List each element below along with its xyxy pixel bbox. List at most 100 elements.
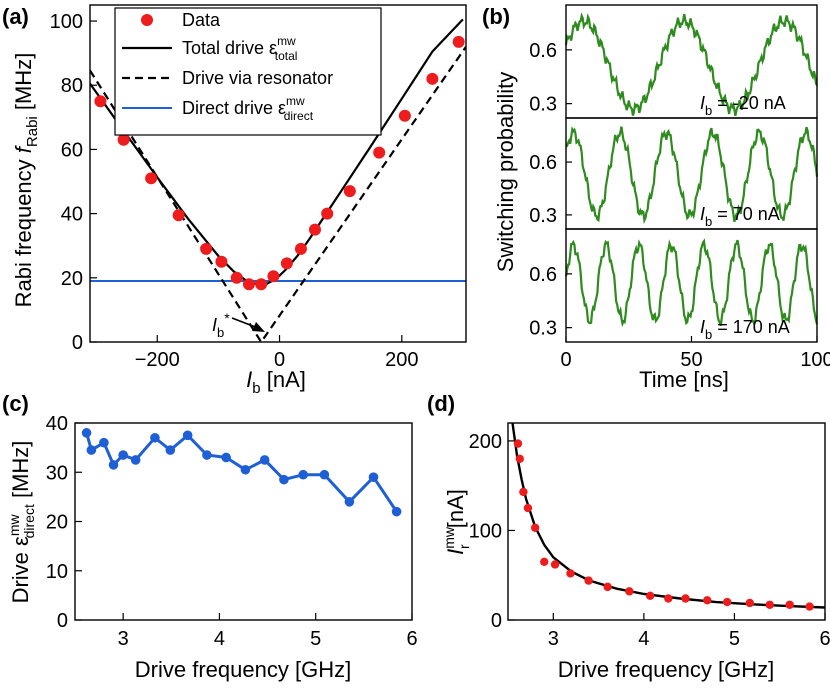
legend-direct-label: Direct drive εmw direct bbox=[182, 94, 314, 123]
data-point bbox=[108, 460, 119, 470]
data-point bbox=[230, 271, 243, 284]
panel-c-ylabel: Drive εmwdirect [MHz] bbox=[6, 441, 37, 604]
panel-d-frame bbox=[507, 422, 826, 621]
data-point bbox=[321, 207, 334, 220]
panel-b: (b) 0.30.6Ib = -20 nA0.30.6Ib = 70 nA0.3… bbox=[482, 4, 830, 392]
data-point bbox=[165, 445, 176, 455]
data-point bbox=[117, 133, 130, 146]
panel-d-xtick-label: 5 bbox=[729, 628, 740, 650]
panel-a-ytick-label: 20 bbox=[61, 268, 83, 290]
panel-c-xtick-label: 3 bbox=[118, 628, 129, 650]
panel-a-legend: Data Total drive εmw total Drive via reso… bbox=[114, 7, 382, 136]
panel-d-ytick-label: 200 bbox=[469, 431, 502, 453]
data-point bbox=[259, 455, 270, 465]
panel-a-xtick-label: 200 bbox=[385, 349, 418, 371]
switching-trace bbox=[565, 126, 819, 225]
data-point bbox=[625, 587, 634, 596]
data-point bbox=[94, 95, 107, 108]
panel-d-xtick-label: 3 bbox=[548, 628, 559, 650]
panel-a-xtick-label: 0 bbox=[274, 349, 285, 371]
data-point bbox=[344, 497, 355, 507]
data-point bbox=[515, 454, 524, 464]
ib-star-arrow bbox=[231, 317, 259, 329]
panel-a-ticks: −200 0 200 0 20 40 60 80 100 bbox=[50, 11, 419, 371]
panel-c-xtick-label: 6 bbox=[406, 628, 417, 650]
legend-total-label: Total drive εmw total bbox=[182, 34, 297, 63]
data-point bbox=[267, 270, 280, 283]
data-point bbox=[182, 430, 193, 441]
data-point bbox=[703, 596, 712, 605]
data-point bbox=[221, 452, 231, 463]
panel-c-ytick-label: 0 bbox=[57, 610, 68, 632]
panel-d-label: (d) bbox=[427, 391, 455, 416]
data-point bbox=[452, 35, 465, 48]
data-point bbox=[215, 255, 228, 268]
panel-c-xtick-label: 5 bbox=[310, 628, 321, 650]
data-point bbox=[255, 278, 268, 291]
data-point bbox=[202, 450, 212, 460]
panel-c-ytick-label: 30 bbox=[46, 462, 68, 484]
panel-a-xlabel: Ib [nA] bbox=[246, 367, 306, 397]
data-point bbox=[603, 582, 612, 592]
panel-b-trace-label: Ib = -20 nA bbox=[700, 93, 786, 118]
panel-a-ytick-label: 60 bbox=[61, 139, 83, 161]
data-point bbox=[130, 455, 141, 465]
data-point bbox=[81, 428, 92, 438]
data-point bbox=[319, 469, 330, 480]
panel-a-frame bbox=[89, 4, 467, 343]
data-point bbox=[391, 506, 402, 517]
resonator-drive-curve bbox=[90, 46, 466, 342]
panel-c-ytick-label: 10 bbox=[46, 561, 68, 583]
data-point bbox=[294, 242, 307, 255]
panel-b-ytick-label: 0.3 bbox=[529, 205, 557, 227]
panel-b-trace-label: Ib = 170 nA bbox=[700, 317, 790, 342]
data-point bbox=[145, 172, 158, 185]
panel-b-ytick-label: 0.3 bbox=[529, 94, 557, 116]
data-point bbox=[745, 598, 755, 608]
panel-d: (d) 3 4 5 6 0 100 200 Drive frequency [GHz] Im… bbox=[427, 391, 830, 682]
panel-d-ylabel: Imwr [nA] bbox=[441, 489, 472, 555]
legend-data-marker bbox=[141, 14, 153, 26]
panel-b-content: 0.3 0.6 Ib = -20 nA 0.3 0.6 Ib = 70 nA 0.3 0.6 I… bbox=[529, 4, 830, 371]
data-point bbox=[298, 469, 308, 480]
panel-a-ytick-label: 40 bbox=[61, 204, 83, 226]
data-point bbox=[373, 146, 386, 159]
data-point bbox=[681, 594, 690, 603]
panel-a: (a) −200 0 200 0 20 40 60 80 100 Data Total driv… bbox=[2, 4, 467, 397]
panel-d-xlabel: Drive frequency [GHz] bbox=[558, 657, 774, 682]
data-point bbox=[513, 439, 523, 448]
data-point bbox=[519, 487, 528, 497]
panel-c-xtick-label: 4 bbox=[214, 628, 225, 650]
panel-d-data-points bbox=[513, 439, 814, 611]
panel-a-ytick-label: 80 bbox=[61, 75, 83, 97]
panel-b-ylabel: Switching probability bbox=[493, 72, 518, 273]
panel-a-ytick-label: 100 bbox=[50, 11, 83, 33]
panel-d-ytick-label: 0 bbox=[491, 610, 502, 632]
data-point bbox=[240, 464, 251, 475]
data-point bbox=[118, 450, 128, 460]
ib-star-annotation: Ib* bbox=[212, 310, 230, 340]
switching-trace bbox=[564, 238, 819, 328]
panel-a-xtick-label: −200 bbox=[135, 349, 180, 371]
data-point bbox=[242, 278, 255, 291]
panel-d-fit-curve bbox=[511, 423, 825, 609]
panel-a-ylabel: Rabi frequency fRabi [MHz] bbox=[11, 53, 41, 308]
panel-c-label: (c) bbox=[2, 391, 29, 416]
panel-d-xtick-label: 4 bbox=[638, 628, 649, 650]
data-point bbox=[523, 503, 533, 513]
panel-c-xlabel: Drive frequency [GHz] bbox=[135, 657, 351, 682]
panel-b-xlabel: Time [ns] bbox=[639, 367, 729, 392]
data-point bbox=[172, 209, 185, 222]
data-point bbox=[398, 109, 411, 122]
data-point bbox=[566, 569, 575, 578]
data-point bbox=[785, 600, 794, 609]
panel-c-ytick-label: 20 bbox=[46, 512, 68, 534]
panel-b-ytick-label: 0.6 bbox=[529, 264, 557, 286]
data-point bbox=[645, 591, 655, 601]
panel-c-ticks: 3 4 5 6 0 10 20 30 40 bbox=[46, 413, 418, 650]
panel-b-ytick-label: 0.6 bbox=[529, 40, 557, 62]
data-point bbox=[368, 472, 379, 482]
data-point bbox=[584, 576, 593, 585]
